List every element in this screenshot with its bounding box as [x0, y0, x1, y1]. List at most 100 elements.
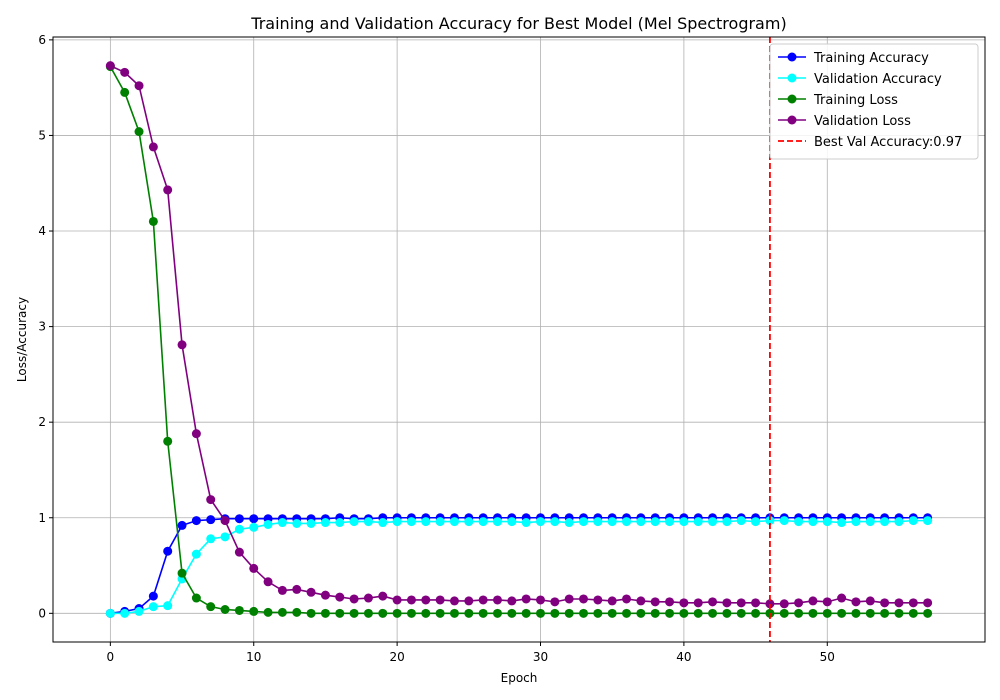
data-point-validation-accuracy	[306, 518, 316, 528]
legend-swatch-marker	[787, 115, 797, 125]
data-point-training-loss	[177, 568, 187, 578]
data-point-validation-accuracy	[206, 534, 216, 544]
data-point-training-loss	[435, 608, 445, 618]
data-point-training-loss	[822, 608, 832, 618]
data-point-validation-accuracy	[880, 517, 890, 527]
data-point-training-loss	[263, 607, 273, 617]
data-point-validation-accuracy	[894, 517, 904, 527]
legend-swatch-marker	[787, 52, 797, 62]
data-point-training-loss	[693, 608, 703, 618]
x-tick-label: 30	[533, 650, 548, 664]
data-point-validation-accuracy	[449, 517, 459, 527]
data-point-validation-accuracy	[665, 517, 675, 527]
data-point-training-loss	[521, 608, 531, 618]
x-tick-label: 40	[676, 650, 691, 664]
data-point-validation-loss	[679, 598, 689, 608]
data-point-validation-loss	[550, 597, 560, 607]
axis-ticks: 0 10 20 30 40 50 0 1 2 3 4 5 6	[38, 33, 835, 664]
data-point-validation-loss	[320, 590, 330, 600]
data-point-validation-loss	[206, 495, 216, 505]
data-point-validation-accuracy	[406, 517, 416, 527]
data-point-validation-accuracy	[650, 517, 660, 527]
data-point-validation-loss	[708, 597, 718, 607]
data-point-validation-loss	[449, 596, 459, 606]
data-point-validation-accuracy	[421, 517, 431, 527]
data-point-training-loss	[880, 608, 890, 618]
y-tick-label: 6	[38, 33, 46, 47]
data-point-training-accuracy	[148, 591, 158, 601]
chart-title: Training and Validation Accuracy for Bes…	[250, 14, 786, 33]
plot-area	[105, 37, 933, 642]
data-point-training-loss	[837, 608, 847, 618]
data-point-validation-loss	[765, 599, 775, 609]
data-point-validation-loss	[736, 598, 746, 608]
data-point-training-loss	[378, 608, 388, 618]
data-point-validation-loss	[349, 594, 359, 604]
data-point-validation-accuracy	[908, 516, 918, 526]
data-point-training-loss	[564, 608, 574, 618]
data-point-training-loss	[292, 607, 302, 617]
y-tick-label: 5	[38, 128, 46, 142]
data-point-validation-accuracy	[822, 517, 832, 527]
data-point-validation-accuracy	[120, 608, 130, 618]
series-line-validation-accuracy	[110, 519, 928, 615]
data-point-validation-loss	[536, 595, 546, 605]
data-point-validation-accuracy	[564, 518, 574, 528]
data-point-training-loss	[808, 608, 818, 618]
data-point-training-loss	[679, 608, 689, 618]
data-point-validation-accuracy	[536, 517, 546, 527]
data-point-validation-accuracy	[249, 522, 259, 532]
data-point-validation-loss	[392, 595, 402, 605]
data-point-training-loss	[865, 608, 875, 618]
data-point-training-loss	[736, 608, 746, 618]
data-point-training-accuracy	[234, 514, 244, 524]
data-point-validation-loss	[622, 594, 632, 604]
data-point-validation-accuracy	[794, 517, 804, 527]
data-point-training-accuracy	[249, 514, 259, 524]
data-point-validation-loss	[851, 597, 861, 607]
data-point-validation-accuracy	[234, 524, 244, 534]
y-tick-label: 2	[38, 415, 46, 429]
y-tick-label: 4	[38, 224, 46, 238]
data-point-training-loss	[206, 602, 216, 612]
data-point-validation-accuracy	[335, 518, 345, 528]
x-axis-label: Epoch	[501, 671, 538, 685]
data-point-training-loss	[851, 608, 861, 618]
data-point-validation-loss	[263, 577, 273, 587]
series-line-validation-loss	[110, 64, 928, 605]
legend-label-best-val-accuracy-0-97: Best Val Accuracy:0.97	[814, 135, 962, 150]
data-point-validation-loss	[234, 547, 244, 557]
legend-label-validation-loss: Validation Loss	[814, 114, 911, 129]
data-point-training-loss	[607, 608, 617, 618]
data-point-validation-loss	[650, 597, 660, 607]
data-point-validation-accuracy	[579, 517, 589, 527]
data-point-validation-loss	[464, 596, 474, 606]
data-point-training-loss	[722, 608, 732, 618]
data-point-training-loss	[335, 608, 345, 618]
data-point-validation-loss	[636, 596, 646, 606]
data-point-training-loss	[536, 608, 546, 618]
legend-swatch-marker	[787, 73, 797, 83]
data-point-validation-loss	[607, 596, 617, 606]
data-point-training-loss	[449, 608, 459, 618]
data-point-validation-accuracy	[378, 518, 388, 528]
data-point-validation-accuracy	[765, 516, 775, 526]
data-point-training-loss	[779, 608, 789, 618]
x-tick-label: 50	[820, 650, 835, 664]
data-point-validation-accuracy	[865, 517, 875, 527]
data-point-training-loss	[363, 608, 373, 618]
data-point-validation-loss	[779, 599, 789, 609]
data-point-validation-loss	[880, 598, 890, 608]
data-point-validation-accuracy	[521, 518, 531, 528]
data-point-validation-accuracy	[277, 518, 287, 528]
data-point-training-loss	[593, 608, 603, 618]
data-point-validation-accuracy	[808, 517, 818, 527]
data-point-validation-accuracy	[693, 517, 703, 527]
data-point-validation-loss	[478, 595, 488, 605]
data-point-validation-loss	[822, 597, 832, 607]
x-tick-label: 10	[246, 650, 261, 664]
data-point-validation-loss	[191, 429, 201, 439]
data-point-validation-accuracy	[349, 517, 359, 527]
data-point-validation-loss	[335, 592, 345, 602]
series-line-training-loss	[109, 66, 928, 615]
